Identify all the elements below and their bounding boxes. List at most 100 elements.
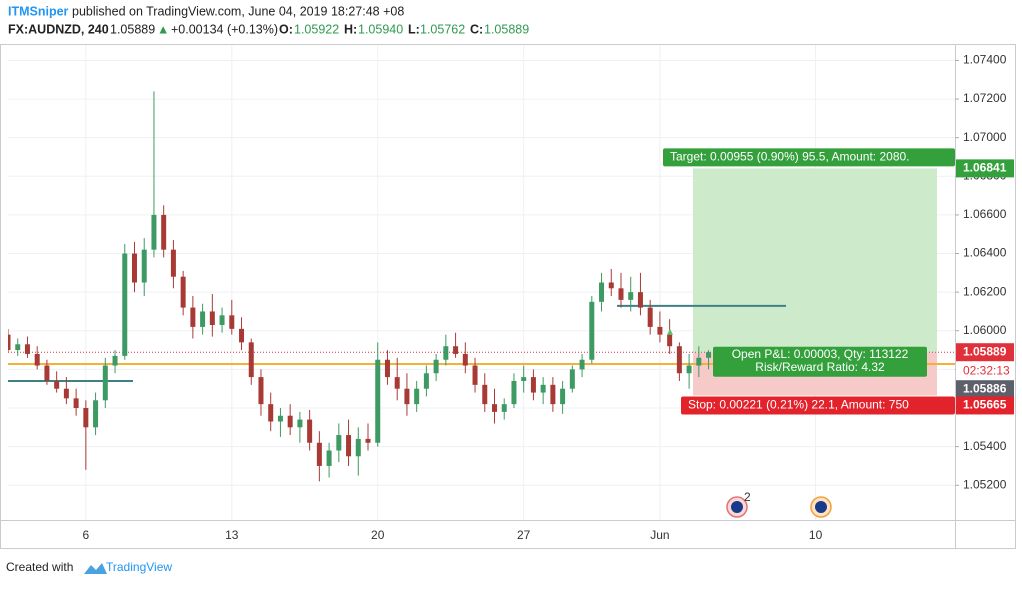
candle-body xyxy=(131,253,137,283)
o-value: 1.05922 xyxy=(294,22,339,36)
candle-body xyxy=(24,344,30,354)
candle-body xyxy=(686,365,692,374)
price-label: 1.05886 xyxy=(963,381,1007,395)
candle-body xyxy=(122,253,128,356)
candle-body xyxy=(628,292,634,300)
candle-body xyxy=(34,353,40,366)
plot xyxy=(8,91,955,482)
candle-body xyxy=(346,435,352,457)
candle-body xyxy=(268,404,274,422)
candle-body xyxy=(618,288,624,300)
candle-body xyxy=(394,377,400,389)
y-tick-label: 1.05200 xyxy=(963,477,1007,491)
target-zone xyxy=(693,168,937,353)
price-label-box xyxy=(956,380,1014,399)
h-label: H: xyxy=(344,22,357,36)
candle-body xyxy=(647,307,653,327)
candle-body xyxy=(190,307,196,327)
candle-body xyxy=(151,214,157,250)
candle-body xyxy=(589,301,595,360)
candle-body xyxy=(550,384,556,405)
candle-body xyxy=(579,359,585,370)
candle-body xyxy=(657,326,663,335)
y-tick-label: 1.06200 xyxy=(963,284,1007,298)
y-tick-label: 1.06400 xyxy=(963,246,1007,260)
candle-body xyxy=(443,346,449,360)
candle-body xyxy=(54,380,60,389)
countdown: 02:32:13 xyxy=(963,363,1010,377)
candle-body xyxy=(492,404,497,412)
candle-body xyxy=(599,282,605,302)
candle-body xyxy=(384,359,390,378)
candle-body xyxy=(482,384,488,405)
candle-body xyxy=(453,346,459,354)
candle-body xyxy=(511,380,517,405)
pnl-label: Open P&L: 0.00003, Qty: 113122 xyxy=(732,347,909,361)
candle-body xyxy=(8,334,11,351)
candle-body xyxy=(608,282,614,289)
candle-body xyxy=(63,388,69,399)
label-box xyxy=(681,396,955,415)
x-tick-label: 20 xyxy=(371,528,385,542)
candle-body xyxy=(336,435,342,451)
c-value: 1.05889 xyxy=(484,22,529,36)
candle-body xyxy=(472,365,478,385)
x-tick-label: 13 xyxy=(225,528,239,542)
candle-body xyxy=(667,334,673,347)
candle-body xyxy=(277,415,283,422)
candle-body xyxy=(676,346,682,374)
price-label: 1.05889 xyxy=(963,344,1007,358)
candle-body xyxy=(170,249,176,277)
price-label: 1.05665 xyxy=(963,398,1007,412)
candle-body xyxy=(209,311,215,325)
price-label-box xyxy=(956,159,1014,178)
x-tick-label: 10 xyxy=(809,528,823,542)
price-label-box xyxy=(956,396,1014,415)
ratio-label: Risk/Reward Ratio: 4.32 xyxy=(755,360,885,374)
x-tick-label: Jun xyxy=(650,528,669,542)
frame xyxy=(0,44,1016,549)
last: 1.05889 xyxy=(110,22,155,36)
candle-body xyxy=(258,377,264,405)
candle-body xyxy=(44,365,50,381)
c-label: C: xyxy=(470,22,483,36)
candle-body xyxy=(530,377,536,393)
event-icons[interactable] xyxy=(726,496,832,518)
y-tick-label: 1.07000 xyxy=(963,130,1007,144)
candle-body xyxy=(180,276,186,308)
entry-marker xyxy=(667,328,673,335)
author[interactable]: ITMSniper xyxy=(8,4,69,18)
candle-body xyxy=(287,415,293,428)
candle-body xyxy=(297,419,303,428)
price-label-box xyxy=(956,343,1014,362)
l-value: 1.05762 xyxy=(420,22,465,36)
candle-body xyxy=(560,388,566,405)
l-label: L: xyxy=(408,22,420,36)
y-tick-label: 1.05400 xyxy=(963,439,1007,453)
change: +0.00134 (+0.13%) xyxy=(171,22,278,36)
target-label: Target: 0.00955 (0.90%) 95.5, Amount: 20… xyxy=(670,150,910,164)
candle-body xyxy=(326,450,332,466)
candle-body xyxy=(161,214,167,250)
candle-body xyxy=(200,311,206,327)
label-box xyxy=(663,148,955,167)
footer-brand[interactable]: TradingView xyxy=(106,560,172,574)
price-label: 1.06841 xyxy=(963,161,1007,175)
candle-body xyxy=(316,442,322,466)
published: published on TradingView.com, June 04, 2… xyxy=(72,4,404,18)
arrow: ▲ xyxy=(157,22,169,36)
h-value: 1.05940 xyxy=(358,22,403,36)
label-box xyxy=(713,346,927,377)
o-label: O: xyxy=(279,22,293,36)
candle-body xyxy=(706,352,712,358)
candle-body xyxy=(229,315,235,329)
candle-body xyxy=(521,377,527,381)
y-tick-label: 1.07200 xyxy=(963,91,1007,105)
candle-body xyxy=(569,369,575,389)
x-tick-label: 27 xyxy=(517,528,531,542)
candle-body xyxy=(462,353,468,366)
symbol: FX:AUDNZD, 240 xyxy=(8,22,109,36)
footer-created: Created with xyxy=(6,560,73,574)
candle-body xyxy=(141,249,147,283)
